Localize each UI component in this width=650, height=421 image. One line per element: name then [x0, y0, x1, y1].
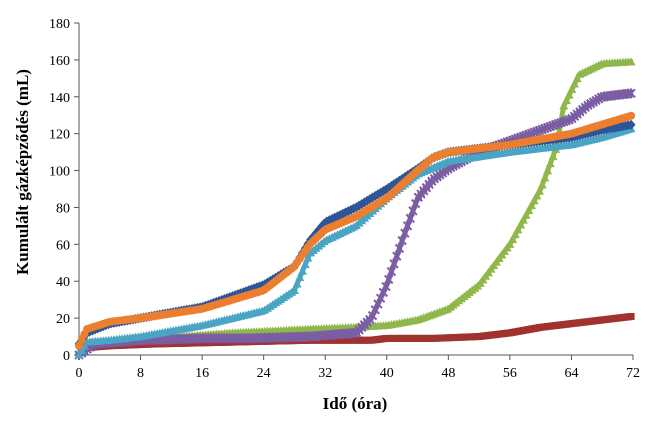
series-teal-point	[298, 266, 308, 275]
series-green-point	[540, 173, 550, 182]
y-axis-title: Kumulált gázképződés (mL)	[13, 69, 32, 275]
series-green-point	[626, 57, 636, 66]
series-green-point	[524, 205, 534, 214]
x-tick-label: 64	[564, 366, 578, 381]
series-green-point	[572, 74, 582, 83]
x-tick-label: 16	[195, 366, 209, 381]
series-orange	[75, 111, 636, 350]
series-green-point	[526, 201, 536, 210]
y-tick-label: 120	[49, 128, 70, 143]
x-tick-label: 48	[441, 366, 455, 381]
y-tick-label: 140	[49, 91, 70, 106]
series-teal-point	[300, 260, 310, 269]
series-green-point	[567, 85, 577, 94]
y-tick-label: 0	[63, 349, 70, 364]
series-green-point	[529, 196, 539, 205]
series-green-point	[510, 230, 520, 239]
series-green-point	[508, 234, 518, 243]
series-green-point	[545, 159, 555, 168]
y-tick-label: 160	[49, 54, 70, 69]
y-tick-label: 60	[56, 238, 70, 253]
series-purple-point	[626, 88, 636, 99]
x-tick-label: 0	[76, 366, 83, 381]
series-green-point	[537, 180, 547, 189]
series-purple-point	[394, 243, 405, 254]
series-purple-point	[386, 266, 397, 277]
y-tick-label: 40	[56, 275, 70, 290]
y-tick-label: 100	[49, 165, 70, 180]
x-tick-label: 24	[257, 366, 271, 381]
series-layer	[74, 57, 636, 360]
series-green-point	[548, 152, 558, 161]
series-teal-point	[292, 279, 302, 288]
series-green-point	[521, 210, 531, 219]
x-tick-label: 56	[503, 366, 517, 381]
series-teal-point	[77, 345, 87, 354]
y-tick-label: 180	[49, 17, 70, 32]
x-axis-title: Idő (óra)	[323, 394, 388, 413]
y-tick-label: 80	[56, 201, 70, 216]
series-teal-point	[74, 350, 84, 359]
series-green-point	[516, 220, 526, 229]
x-tick-label: 72	[626, 366, 640, 381]
series-blue-point	[626, 119, 636, 130]
axes: 0 20 40 60 80 100 120 140 160 180 0 8 16 24 32 40 48 56 64…	[49, 17, 640, 381]
series-red-point	[627, 312, 635, 320]
series-green-point	[570, 79, 580, 88]
series-green-point	[543, 166, 553, 175]
x-tick-label: 40	[380, 366, 394, 381]
series-orange-point	[627, 111, 636, 120]
series-purple-point	[389, 258, 399, 269]
series-green-point	[518, 215, 528, 224]
series-teal-point	[295, 273, 305, 282]
x-tick-label: 32	[318, 366, 332, 381]
x-tick-label: 8	[137, 366, 144, 381]
y-tick-label: 20	[56, 312, 70, 327]
series-green-point	[535, 186, 545, 195]
series-purple-point	[392, 251, 402, 262]
series-green-point	[561, 96, 571, 105]
series-purple	[74, 88, 636, 360]
series-purple-point	[383, 274, 394, 285]
series-green-point	[559, 101, 569, 110]
series-green-point	[532, 191, 542, 200]
series-green-point	[513, 225, 523, 234]
series-teal	[74, 124, 636, 359]
series-green-point	[505, 239, 515, 248]
series-green-point	[564, 90, 574, 99]
series-teal-point	[289, 285, 299, 294]
series-teal-point	[303, 253, 313, 262]
